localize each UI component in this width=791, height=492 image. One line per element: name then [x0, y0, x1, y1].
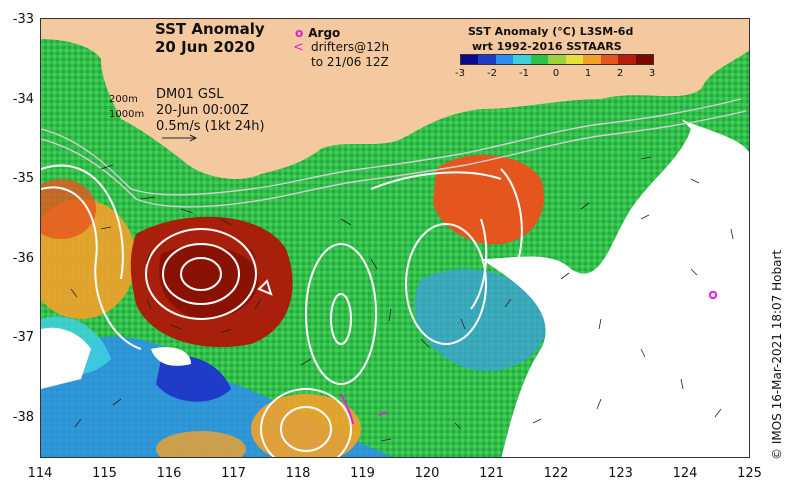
colorbar-tick-label: 2	[616, 68, 624, 79]
sst-anomaly-map[interactable]	[41, 19, 750, 458]
cloud-mask-west	[41, 327, 91, 389]
x-tick-label: 115	[92, 466, 117, 481]
model-info: DM01 GSL 20-Jun 00:00Z 0.5m/s (1kt 24h)	[156, 87, 265, 135]
isobath-1000m-label: 1000m	[109, 109, 145, 120]
colorbar-swatch	[478, 55, 496, 64]
cold-anomaly-core	[156, 355, 231, 402]
colorbar-title-line-1: SST Anomaly (°C) L3SM-6d	[468, 25, 634, 38]
sea-level-contours	[41, 164, 523, 457]
drifter-legend-line-1: drifters@12h	[311, 40, 390, 54]
x-tick-label: 123	[608, 466, 633, 481]
isobath-200m	[41, 98, 742, 196]
drifter-track-1[interactable]	[340, 393, 354, 425]
model-time: 20-Jun 00:00Z	[156, 103, 249, 118]
colorbar-tick-label: 1	[584, 68, 592, 79]
drifter-legend: < drifters@12h to 21/06 12Z	[293, 40, 389, 70]
cloud-mask-eddy-south	[151, 347, 191, 366]
x-tick-label: 119	[350, 466, 375, 481]
colorbar-swatch	[565, 55, 584, 64]
colorbar-tick-label: -2	[487, 68, 497, 79]
drifter-track-2[interactable]	[378, 411, 388, 416]
colorbar-swatch	[600, 55, 619, 64]
y-tick-label: -37	[12, 330, 34, 345]
cloud-mask-east	[481, 119, 749, 457]
colorbar-swatch	[461, 55, 479, 64]
argo-legend: o Argo	[295, 26, 340, 41]
argo-legend-marker: o	[295, 26, 304, 40]
colorbar-tick-label: 3	[648, 68, 656, 79]
isobath-legend: 200m 1000m	[109, 92, 144, 122]
map-panel[interactable]	[40, 18, 750, 458]
x-tick-label: 120	[414, 466, 440, 481]
colorbar-tick-label: 0	[552, 68, 560, 79]
warm-anomaly-west-edge	[41, 179, 96, 239]
warm-anomaly-southwest	[156, 431, 246, 457]
colorbar	[460, 54, 654, 65]
argo-float-marker[interactable]	[708, 290, 718, 300]
title-line-2: 20 Jun 2020	[155, 38, 256, 56]
x-tick-label: 124	[672, 466, 698, 481]
credit-label: © IMOS 16-Mar-2021 18:07 Hobart	[770, 249, 784, 460]
current-vectors	[70, 156, 734, 442]
colorbar-swatch	[635, 55, 653, 64]
isobath-200m-label: 200m	[109, 94, 138, 105]
drifter-legend-line-2: to 21/06 12Z	[311, 55, 389, 69]
isobath-1000m	[41, 110, 747, 208]
x-tick-label: 114	[27, 466, 53, 481]
colorbar-swatch	[548, 55, 566, 64]
drifter-legend-marker: <	[293, 40, 304, 55]
x-tick-label: 118	[285, 466, 311, 481]
colorbar-title-line-2: wrt 1992-2016 SSTAARS	[472, 40, 622, 53]
model-name: DM01 GSL	[156, 87, 224, 102]
y-tick-label: -33	[12, 12, 34, 27]
y-tick-label: -36	[12, 250, 34, 266]
colorbar-swatch	[583, 55, 601, 64]
x-tick-label: 121	[479, 466, 504, 481]
colorbar-tick-label: -3	[455, 68, 465, 79]
y-tick-label: -38	[12, 409, 34, 425]
colorbar-swatch	[495, 55, 514, 64]
y-tick-label: -35	[12, 171, 34, 186]
warm-anomaly-south	[251, 394, 361, 457]
x-tick-label: 116	[156, 466, 182, 481]
colorbar-tick-label: -1	[519, 68, 529, 79]
scale-arrow-icon	[162, 134, 198, 142]
scale-vector-label: 0.5m/s (1kt 24h)	[156, 119, 265, 134]
cool-anomaly-patch-central	[414, 269, 546, 371]
argo-legend-label: Argo	[308, 26, 341, 40]
colorbar-swatch	[530, 55, 549, 64]
colorbar-title: SST Anomaly (°C) L3SM-6d wrt 1992-2016 S…	[468, 24, 633, 54]
warm-anomaly-north-central	[433, 155, 545, 245]
x-tick-label: 125	[737, 466, 762, 481]
x-tick-label: 117	[221, 466, 246, 481]
y-tick-label: -34	[12, 91, 34, 107]
title-line-1: SST Anomaly	[155, 20, 265, 38]
map-title: SST Anomaly 20 Jun 2020	[155, 20, 265, 56]
colorbar-swatch	[618, 55, 636, 64]
x-tick-label: 122	[543, 466, 569, 481]
colorbar-swatch	[513, 55, 531, 64]
